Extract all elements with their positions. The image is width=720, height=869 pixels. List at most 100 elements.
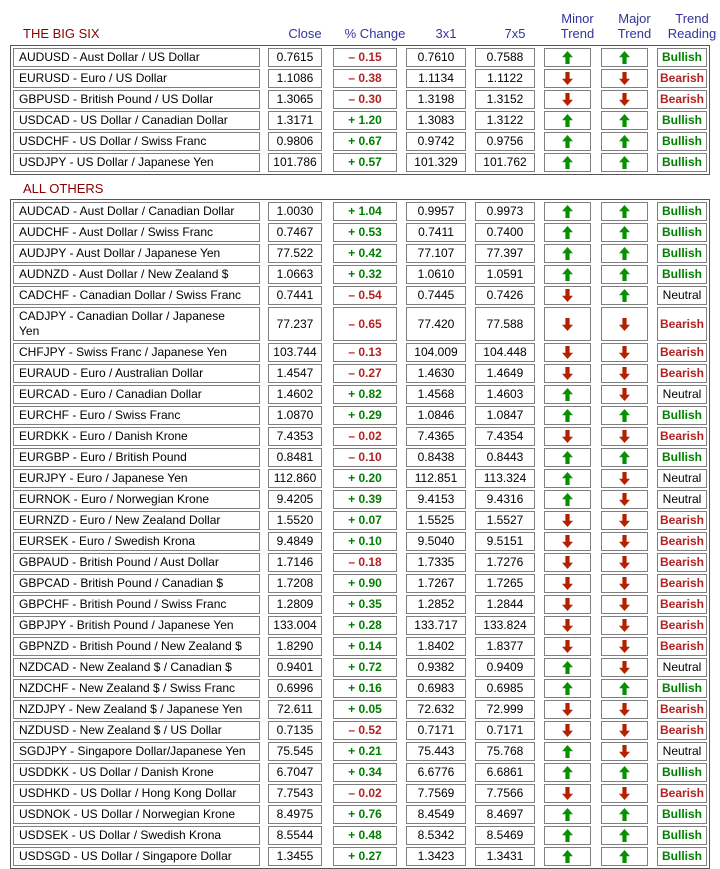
3x1-cell: 0.7411 xyxy=(406,223,466,242)
trend-reading-cell: Bullish xyxy=(657,406,707,425)
up-arrow-icon xyxy=(562,268,573,281)
7x5-cell: 1.0591 xyxy=(475,265,535,284)
pct-change-value: + 0.90 xyxy=(348,576,382,590)
pct-change-value: + 0.35 xyxy=(348,597,382,611)
trend-reading-value: Bullish xyxy=(661,408,702,422)
3x1-value: 1.4630 xyxy=(417,366,455,380)
trend-reading-cell: Bullish xyxy=(657,223,707,242)
7x5-cell: 75.768 xyxy=(475,742,535,761)
3x1-cell: 75.443 xyxy=(406,742,466,761)
pair-cell: GBPJPY - British Pound / Japanese Yen xyxy=(13,616,260,635)
trend-reading-cell: Bullish xyxy=(657,805,707,824)
table-row: SGDJPY - Singapore Dollar/Japanese Yen 7… xyxy=(13,742,707,761)
3x1-value: 1.0846 xyxy=(417,408,455,422)
3x1-cell: 1.4568 xyxy=(406,385,466,404)
pair-label: AUDUSD - Aust Dollar / US Dollar xyxy=(19,50,200,64)
pair-label: USDSEK - US Dollar / Swedish Krona xyxy=(19,828,222,842)
close-value: 8.4975 xyxy=(276,807,314,821)
minor-trend-cell xyxy=(544,307,591,341)
table-row: EURAUD - Euro / Australian Dollar 1.4547… xyxy=(13,364,707,383)
pair-label: GBPUSD - British Pound / US Dollar xyxy=(19,92,214,106)
down-arrow-icon xyxy=(562,556,573,569)
table-row: USDCAD - US Dollar / Canadian Dollar 1.3… xyxy=(13,111,707,130)
close-cell: 9.4849 xyxy=(268,532,322,551)
up-arrow-icon xyxy=(562,766,573,779)
7x5-value: 1.2844 xyxy=(486,597,524,611)
pct-change-cell: – 0.38 xyxy=(333,69,397,88)
pair-label: AUDCAD - Aust Dollar / Canadian Dollar xyxy=(19,204,235,218)
down-arrow-icon xyxy=(562,72,573,85)
down-arrow-icon xyxy=(562,93,573,106)
3x1-cell: 77.420 xyxy=(406,307,466,341)
major-trend-cell xyxy=(601,553,648,572)
3x1-value: 1.7335 xyxy=(417,555,455,569)
7x5-value: 1.3122 xyxy=(486,113,524,127)
7x5-cell: 1.1122 xyxy=(475,69,535,88)
major-trend-cell xyxy=(601,511,648,530)
pct-change-value: + 0.67 xyxy=(348,134,382,148)
pair-cell: CADCHF - Canadian Dollar / Swiss Franc xyxy=(13,286,260,305)
close-value: 6.7047 xyxy=(276,765,314,779)
pct-change-cell: + 0.82 xyxy=(333,385,397,404)
7x5-cell: 104.448 xyxy=(475,343,535,362)
7x5-value: 0.9409 xyxy=(486,660,524,674)
3x1-value: 0.7445 xyxy=(417,288,455,302)
pct-change-value: + 0.32 xyxy=(348,267,382,281)
table-row: NZDCAD - New Zealand $ / Canadian $ 0.94… xyxy=(13,658,707,677)
minor-trend-cell xyxy=(544,826,591,845)
3x1-value: 7.7569 xyxy=(417,786,455,800)
close-cell: 7.7543 xyxy=(268,784,322,803)
3x1-value: 101.329 xyxy=(414,155,458,169)
3x1-cell: 1.0846 xyxy=(406,406,466,425)
pct-change-cell: – 0.65 xyxy=(333,307,397,341)
close-cell: 75.545 xyxy=(268,742,322,761)
7x5-value: 1.7276 xyxy=(486,555,524,569)
pct-change-cell: – 0.15 xyxy=(333,48,397,67)
pair-label: GBPJPY - British Pound / Japanese Yen xyxy=(19,618,234,632)
pair-label: EURCAD - Euro / Canadian Dollar xyxy=(19,387,202,401)
pair-cell: NZDCHF - New Zealand $ / Swiss Franc xyxy=(13,679,260,698)
up-arrow-icon xyxy=(619,829,630,842)
trend-reading-cell: Neutral xyxy=(657,658,707,677)
7x5-cell: 0.7426 xyxy=(475,286,535,305)
pair-cell: USDSGD - US Dollar / Singapore Dollar xyxy=(13,847,260,866)
table-row: CADCHF - Canadian Dollar / Swiss Franc 0… xyxy=(13,286,707,305)
7x5-cell: 1.7265 xyxy=(475,574,535,593)
pair-cell: SGDJPY - Singapore Dollar/Japanese Yen xyxy=(13,742,260,761)
table-row: AUDUSD - Aust Dollar / US Dollar 0.7615 … xyxy=(13,48,707,67)
trend-reading-value: Bullish xyxy=(661,134,702,148)
minor-trend-cell xyxy=(544,265,591,284)
close-value: 77.522 xyxy=(276,246,314,260)
major-trend-cell xyxy=(601,132,648,151)
table-row: EURNZD - Euro / New Zealand Dollar 1.552… xyxy=(13,511,707,530)
down-arrow-icon xyxy=(562,724,573,737)
pair-cell: USDCAD - US Dollar / Canadian Dollar xyxy=(13,111,260,130)
pair-cell: AUDCHF - Aust Dollar / Swiss Franc xyxy=(13,223,260,242)
pct-change-cell: + 0.39 xyxy=(333,490,397,509)
7x5-value: 1.3152 xyxy=(486,92,524,106)
trend-reading-cell: Bearish xyxy=(657,90,707,109)
trend-reading-value: Bearish xyxy=(659,786,705,800)
close-cell: 1.4547 xyxy=(268,364,322,383)
major-trend-cell xyxy=(601,427,648,446)
major-trend-cell xyxy=(601,847,648,866)
table-row: USDCHF - US Dollar / Swiss Franc 0.9806 … xyxy=(13,132,707,151)
7x5-cell: 72.999 xyxy=(475,700,535,719)
3x1-value: 1.5525 xyxy=(417,513,455,527)
trend-reading-cell: Bearish xyxy=(657,553,707,572)
trend-reading-value: Bullish xyxy=(661,155,702,169)
7x5-value: 0.7588 xyxy=(486,50,524,64)
7x5-cell: 1.8377 xyxy=(475,637,535,656)
trend-reading-cell: Bullish xyxy=(657,826,707,845)
7x5-value: 1.3431 xyxy=(486,849,524,863)
table-row: EURJPY - Euro / Japanese Yen 112.860 + 0… xyxy=(13,469,707,488)
major-trend-cell xyxy=(601,343,648,362)
pct-change-cell: – 0.13 xyxy=(333,343,397,362)
pct-change-value: + 0.16 xyxy=(348,681,382,695)
trend-reading-value: Bearish xyxy=(659,723,705,737)
3x1-value: 1.8402 xyxy=(417,639,455,653)
7x5-value: 104.448 xyxy=(483,345,527,359)
down-arrow-icon xyxy=(562,535,573,548)
close-value: 7.7543 xyxy=(276,786,314,800)
minor-trend-cell xyxy=(544,616,591,635)
